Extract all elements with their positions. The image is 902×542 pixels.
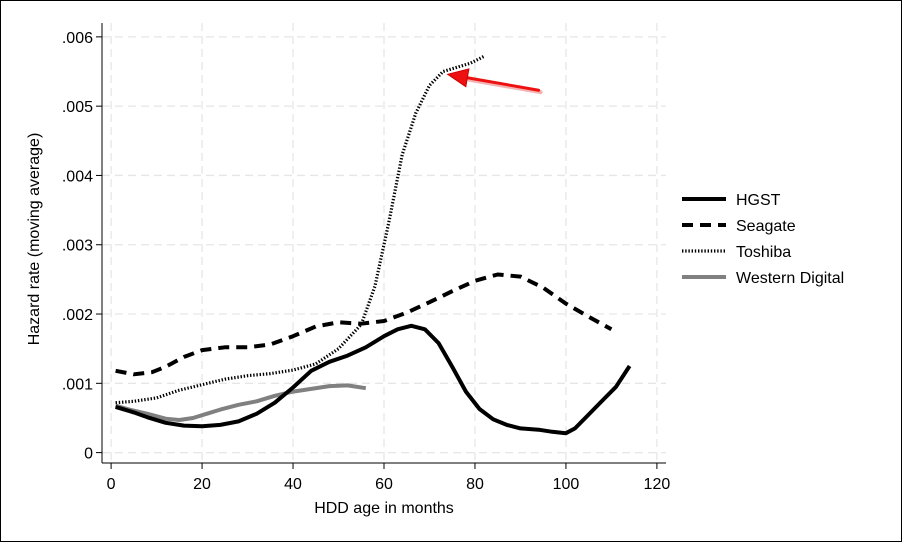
- legend-label-western-digital: Western Digital: [736, 270, 844, 287]
- y-tick-label: .002: [62, 307, 93, 324]
- x-tick-label: 40: [284, 476, 302, 493]
- annotations: [446, 68, 543, 95]
- series-lines: [115, 54, 632, 436]
- arrow-shadow: [467, 77, 543, 95]
- x-tick-label: 60: [375, 476, 393, 493]
- x-tick-label: 20: [193, 476, 211, 493]
- arrow-head-icon: [446, 68, 470, 88]
- y-tick-label: .006: [62, 30, 93, 47]
- legend-label-hgst: HGST: [736, 192, 781, 209]
- legend-label-seagate: Seagate: [736, 218, 796, 235]
- x-tick-label: 100: [553, 476, 580, 493]
- series-line-seagate: [115, 272, 613, 377]
- x-tick-label: 0: [107, 476, 116, 493]
- x-tick-label: 80: [466, 476, 484, 493]
- series-line-hgst: [115, 323, 632, 436]
- legend-label-toshiba: Toshiba: [736, 244, 791, 261]
- y-axis-title: Hazard rate (moving average): [26, 133, 43, 346]
- y-tick-label: 0: [84, 446, 93, 463]
- series-line-western-digital: [115, 383, 367, 422]
- legend: HGST Seagate Toshiba Western Digital: [682, 192, 844, 287]
- y-tick-label: .004: [62, 168, 93, 185]
- arrow-shaft: [465, 76, 541, 92]
- axes: 0 20 40 60 80 100 120 0 .001 .002 .003 .004 .005 .006…: [26, 23, 670, 517]
- x-axis-title: HDD age in months: [314, 500, 454, 517]
- x-tick-label: 120: [644, 476, 671, 493]
- y-tick-label: .001: [62, 376, 93, 393]
- y-tick-label: .005: [62, 99, 93, 116]
- y-tick-label: .003: [62, 238, 93, 255]
